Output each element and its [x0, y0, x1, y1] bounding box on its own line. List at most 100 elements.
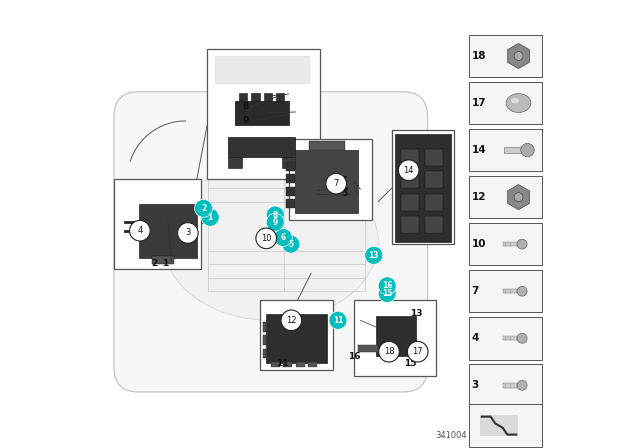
Bar: [284, 362, 292, 367]
Text: 8: 8: [243, 102, 249, 111]
Bar: [262, 322, 266, 332]
Text: 2: 2: [152, 259, 158, 268]
Text: 17: 17: [472, 98, 486, 108]
Bar: [425, 194, 443, 211]
Bar: [504, 147, 525, 153]
Bar: [469, 364, 541, 407]
FancyBboxPatch shape: [114, 92, 428, 392]
Ellipse shape: [511, 98, 519, 103]
Text: 3: 3: [472, 380, 479, 390]
Ellipse shape: [517, 333, 527, 343]
Text: 9: 9: [243, 116, 249, 125]
Bar: [276, 93, 284, 101]
Text: 5: 5: [288, 240, 294, 249]
Bar: [287, 174, 296, 183]
Bar: [228, 137, 295, 157]
Text: 18: 18: [472, 51, 486, 61]
Text: 14: 14: [472, 145, 486, 155]
Bar: [469, 129, 541, 171]
Bar: [469, 270, 541, 313]
Ellipse shape: [521, 143, 534, 157]
Text: 10: 10: [472, 239, 486, 249]
Bar: [469, 223, 541, 265]
Bar: [353, 300, 436, 376]
Text: 9: 9: [273, 218, 278, 227]
Text: 1: 1: [207, 213, 213, 222]
Circle shape: [266, 206, 284, 224]
Bar: [114, 179, 201, 269]
Bar: [376, 316, 417, 356]
Text: 11: 11: [333, 316, 343, 325]
Bar: [287, 199, 296, 208]
Circle shape: [326, 173, 346, 194]
Circle shape: [195, 199, 212, 217]
Ellipse shape: [517, 286, 527, 296]
Text: 6: 6: [342, 184, 348, 193]
Bar: [287, 162, 296, 171]
Text: 7: 7: [340, 176, 347, 185]
Bar: [262, 349, 266, 358]
Text: 8: 8: [273, 211, 278, 220]
Bar: [469, 176, 541, 218]
Circle shape: [282, 235, 300, 253]
Bar: [401, 194, 419, 211]
Bar: [296, 150, 358, 213]
Bar: [308, 362, 317, 367]
Text: 17: 17: [412, 347, 423, 356]
Bar: [392, 130, 454, 244]
Text: 6: 6: [280, 233, 286, 242]
Bar: [358, 345, 378, 352]
Text: 12: 12: [472, 192, 486, 202]
Bar: [401, 171, 419, 188]
Text: 16: 16: [348, 352, 360, 361]
Bar: [481, 415, 518, 436]
Text: 16: 16: [382, 281, 392, 290]
Bar: [503, 336, 521, 340]
Bar: [469, 82, 541, 124]
Text: 341004: 341004: [435, 431, 467, 440]
Text: 7: 7: [333, 179, 339, 188]
Text: 18: 18: [383, 347, 394, 356]
Circle shape: [379, 341, 399, 362]
Bar: [214, 56, 308, 83]
Circle shape: [408, 341, 428, 362]
Text: 12: 12: [286, 316, 296, 325]
Bar: [469, 404, 541, 447]
Bar: [287, 187, 296, 196]
Bar: [503, 289, 521, 293]
Text: 13: 13: [369, 251, 379, 260]
Circle shape: [514, 52, 523, 60]
Bar: [503, 383, 521, 388]
Circle shape: [177, 223, 198, 243]
Bar: [271, 362, 280, 367]
Bar: [228, 157, 241, 168]
Ellipse shape: [517, 239, 527, 249]
Circle shape: [378, 284, 396, 302]
Bar: [138, 204, 197, 258]
Bar: [425, 149, 443, 166]
Bar: [260, 300, 333, 370]
Text: 1: 1: [163, 259, 168, 268]
Circle shape: [329, 311, 347, 329]
Circle shape: [365, 246, 383, 264]
Text: 14: 14: [403, 166, 414, 175]
Bar: [503, 242, 521, 246]
Text: 10: 10: [261, 234, 271, 243]
Bar: [296, 362, 305, 367]
Circle shape: [275, 228, 292, 246]
Text: 4: 4: [137, 226, 143, 235]
Text: 13: 13: [410, 309, 422, 318]
Bar: [425, 216, 443, 233]
Bar: [264, 93, 271, 101]
Ellipse shape: [517, 380, 527, 390]
Circle shape: [398, 160, 419, 181]
Bar: [401, 149, 419, 166]
Ellipse shape: [506, 94, 531, 112]
Text: 15: 15: [382, 289, 392, 298]
Circle shape: [281, 310, 301, 331]
Bar: [401, 216, 419, 233]
Circle shape: [266, 213, 284, 231]
Bar: [469, 317, 541, 359]
Bar: [152, 256, 174, 264]
Circle shape: [201, 208, 219, 226]
